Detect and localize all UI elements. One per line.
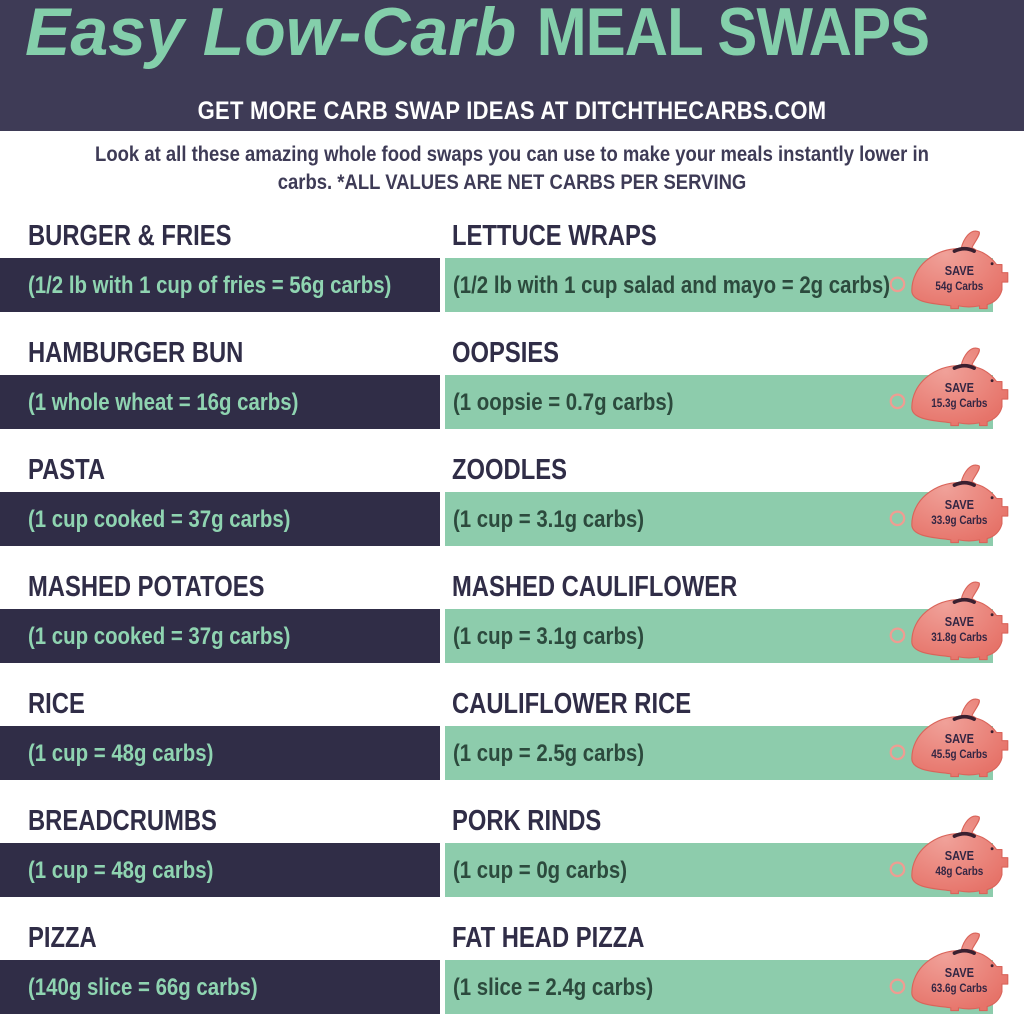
svg-text:15.3g Carbs: 15.3g Carbs xyxy=(931,397,987,410)
svg-text:SAVE: SAVE xyxy=(945,614,974,629)
svg-text:SAVE: SAVE xyxy=(945,497,974,512)
svg-text:63.6g Carbs: 63.6g Carbs xyxy=(931,982,987,995)
svg-text:45.5g Carbs: 45.5g Carbs xyxy=(931,748,987,761)
svg-text:SAVE: SAVE xyxy=(945,380,974,395)
svg-text:SAVE: SAVE xyxy=(945,731,974,746)
svg-text:33.9g Carbs: 33.9g Carbs xyxy=(931,514,987,527)
svg-text:SAVE: SAVE xyxy=(945,263,974,278)
svg-text:48g Carbs: 48g Carbs xyxy=(935,865,983,878)
svg-text:54g Carbs: 54g Carbs xyxy=(935,280,983,293)
svg-text:SAVE: SAVE xyxy=(945,965,974,980)
svg-text:SAVE: SAVE xyxy=(945,848,974,863)
svg-text:31.8g Carbs: 31.8g Carbs xyxy=(931,631,987,644)
